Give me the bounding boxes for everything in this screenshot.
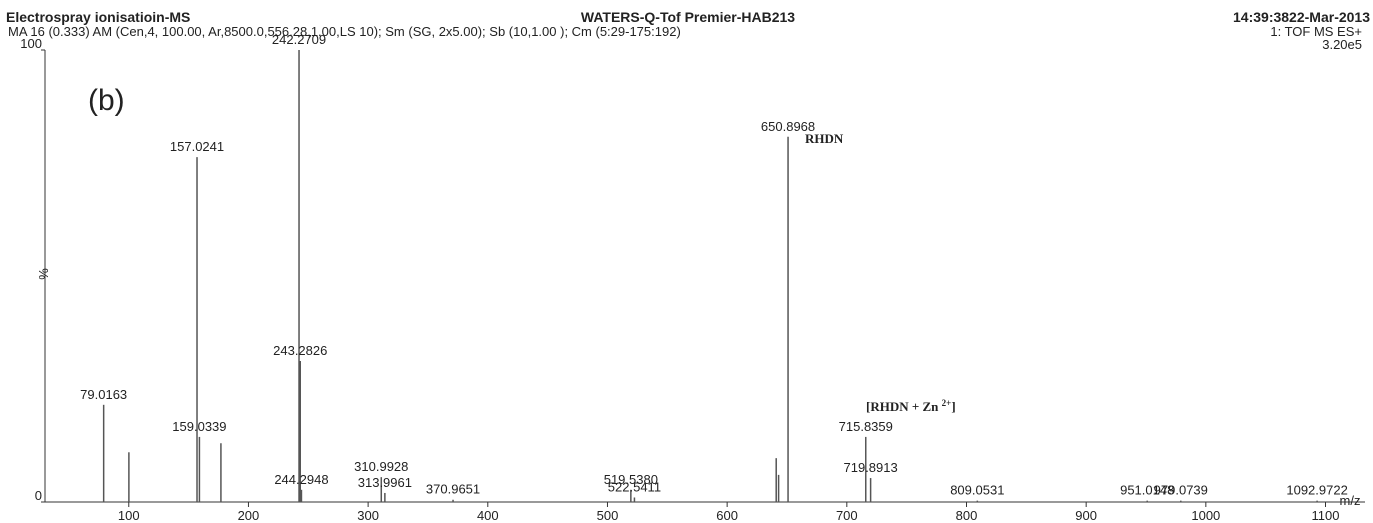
- x-tick-label: 700: [836, 508, 858, 523]
- rhdn-label: RHDN: [805, 131, 844, 146]
- header-right: 14:39:3822-Mar-2013: [1233, 9, 1370, 25]
- intensity: 3.20e5: [1322, 37, 1362, 52]
- x-tick-label: 500: [597, 508, 619, 523]
- peak-label: 242.2709: [272, 32, 326, 47]
- peak-label: 157.0241: [170, 139, 224, 154]
- peak-label: 370.9651: [426, 482, 480, 497]
- peak-label: 522.5411: [608, 479, 661, 494]
- panel-label: (b): [88, 84, 125, 117]
- subtitle: MA 16 (0.333) AM (Cen,4, 100.00, Ar,8500…: [8, 24, 681, 39]
- x-tick-label: 800: [956, 508, 978, 523]
- peak-label: 313.9961: [358, 475, 412, 490]
- peak-label: 519.5380: [604, 472, 658, 487]
- peak-label: 1092.9722: [1286, 483, 1347, 498]
- y-tick-label: 100: [20, 36, 42, 51]
- x-tick-label: 1100: [1312, 508, 1340, 523]
- x-tick-label: 900: [1075, 508, 1097, 523]
- peak-label: 809.0531: [950, 483, 1004, 498]
- header-left: Electrospray ionisatioin-MS: [6, 9, 190, 25]
- peak-label: 715.8359: [839, 419, 893, 434]
- peak-label: 310.9928: [354, 459, 408, 474]
- header-center: WATERS-Q-Tof Premier-HAB213: [581, 9, 795, 25]
- x-tick-label: 1000: [1191, 508, 1220, 523]
- complex-sup: 2+: [942, 398, 952, 408]
- x-tick-label: 100: [118, 508, 140, 523]
- complex-close: ]: [951, 399, 955, 414]
- x-tick-label: 600: [716, 508, 738, 523]
- x-tick-label: 300: [357, 508, 379, 523]
- peak-label: 719.8913: [844, 460, 898, 475]
- peak-label: 979.0739: [1154, 483, 1208, 498]
- y-tick-label: 0: [35, 488, 42, 503]
- complex-text: [RHDN + Zn: [866, 399, 942, 414]
- x-tick-label: 200: [238, 508, 260, 523]
- x-tick-label: 400: [477, 508, 499, 523]
- complex-label: [RHDN + Zn 2+]: [866, 398, 956, 414]
- mode: 1: TOF MS ES+: [1270, 24, 1362, 39]
- peak-label: 243.2826: [273, 343, 327, 358]
- y-label: %: [36, 268, 51, 280]
- peak-label: 159.0339: [172, 419, 226, 434]
- peak-label: 951.0148: [1120, 483, 1174, 498]
- x-label: m/z: [1340, 493, 1361, 508]
- peak-label: 244.2948: [274, 472, 328, 487]
- peak-label: 79.0163: [80, 387, 127, 402]
- peak-label: 650.8968: [761, 119, 815, 134]
